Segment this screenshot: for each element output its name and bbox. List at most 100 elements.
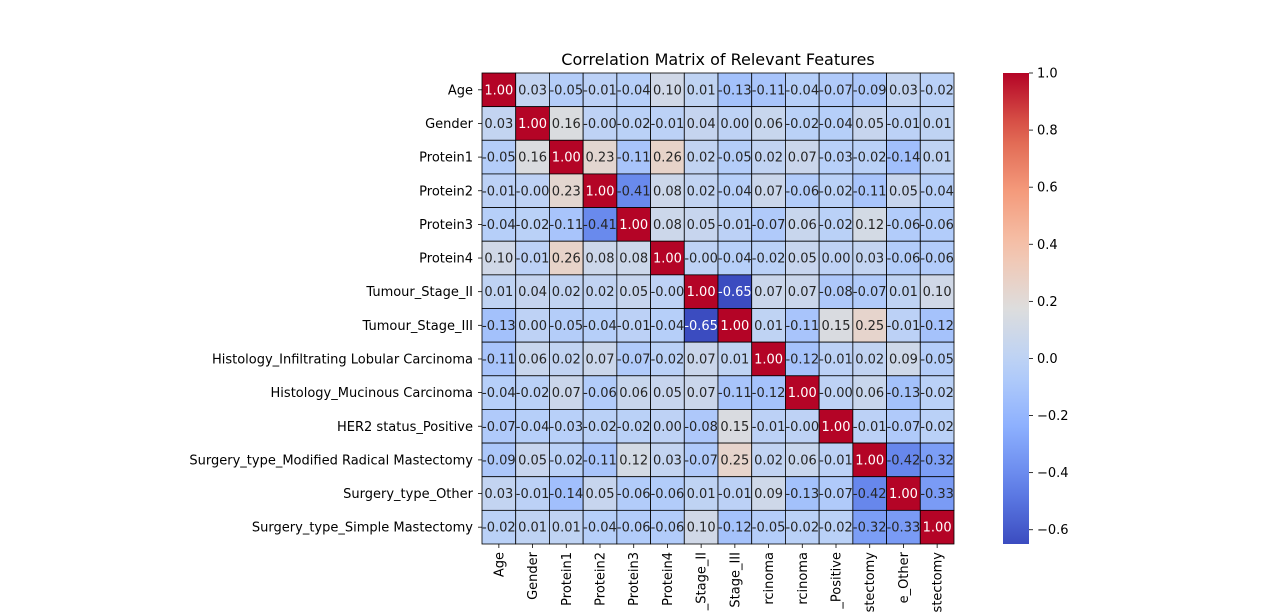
cell-value-label: 0.02 (552, 285, 581, 300)
cell-value-label: 1.00 (855, 453, 884, 468)
cell-value-label: -0.00 (819, 386, 853, 401)
heatmap-cell (549, 274, 584, 309)
column-label: Protein3 (627, 552, 642, 606)
cell-value-label: -0.01 (583, 83, 617, 98)
column-label: Protein2 (594, 552, 609, 606)
heatmap-cell (650, 72, 685, 108)
cell-value-label: -0.02 (785, 117, 819, 132)
heatmap-cell (582, 240, 618, 276)
heatmap-cell (852, 139, 887, 175)
heatmap-cell (616, 308, 651, 343)
cell-value-label: -0.07 (819, 487, 853, 502)
cell-value-label: -0.06 (583, 386, 617, 401)
heatmap-cell (683, 409, 719, 444)
cell-value-label: -0.05 (549, 83, 583, 98)
cell-value-label: -0.04 (482, 386, 516, 401)
cell-value-label: 0.12 (619, 453, 648, 468)
row-label: Protein1 (419, 151, 473, 166)
cell-value-label: -0.01 (516, 487, 550, 502)
cell-value-label: -0.01 (718, 218, 752, 233)
cell-value-label: 0.15 (720, 420, 749, 435)
heatmap-cell (549, 139, 584, 175)
cell-value-label: 0.01 (923, 117, 952, 132)
heatmap-cell (481, 308, 517, 343)
heatmap-cell (785, 409, 820, 444)
cell-value-label: -0.02 (549, 453, 583, 468)
cell-value-label: 0.07 (687, 386, 716, 401)
heatmap-cell (818, 240, 854, 276)
cell-value-label: -0.01 (853, 420, 887, 435)
heatmap-cell (919, 72, 955, 108)
cell-value-label: -0.09 (853, 83, 887, 98)
heatmap-cell (751, 509, 786, 545)
cell-value-label: 0.01 (552, 521, 581, 536)
heatmap-cell (616, 207, 651, 242)
cell-value-label: -0.11 (482, 352, 516, 367)
heatmap-cell (515, 72, 550, 108)
cell-value-label: -0.13 (887, 386, 921, 401)
cell-value-label: 0.06 (788, 453, 817, 468)
heatmap-cell (515, 240, 550, 276)
cell-value-label: -0.12 (785, 352, 819, 367)
cell-value-label: -0.12 (718, 521, 752, 536)
heatmap-cell (481, 139, 517, 175)
heatmap-cell (886, 173, 921, 208)
colorbar-ticks: 1.0 0.8 0.6 0.4 0.2 0.0 −0.2 −0.4 −0.6 (1029, 67, 1069, 538)
heatmap-cell (919, 173, 955, 208)
heatmap-cell (886, 207, 921, 242)
cell-value-label: -0.33 (887, 521, 921, 536)
heatmap-cell (919, 308, 955, 343)
column-labels: Age Gender Protein1 Protein2 Protein3 Protein… (492, 544, 946, 612)
heatmap-cell (616, 509, 651, 545)
cell-value-label: -0.02 (516, 386, 550, 401)
row-label: Histology_Infiltrating Lobular Carcinoma (212, 352, 473, 367)
cell-value-label: 1.00 (788, 386, 817, 401)
heatmap-cell (683, 341, 719, 377)
cell-value-label: 0.00 (653, 420, 682, 435)
heatmap-cell (852, 409, 887, 444)
heatmap-cell (717, 72, 753, 108)
chart-title: Correlation Matrix of Relevant Features (561, 50, 874, 69)
cell-value-label: -0.04 (617, 83, 651, 98)
heatmap-cell (616, 274, 651, 309)
cell-value-label: 1.00 (754, 352, 783, 367)
cell-value-label: 0.02 (754, 151, 783, 166)
heatmap-cell (717, 442, 753, 478)
heatmap-cell (683, 274, 719, 309)
column-label: _Stage_II (695, 552, 710, 611)
cell-value-label: 1.00 (923, 521, 952, 536)
heatmap-cell (515, 375, 550, 410)
cell-value-label: 0.16 (518, 151, 547, 166)
heatmap-cell (919, 509, 955, 545)
cell-value-label: 0.05 (855, 117, 884, 132)
heatmap-cell (549, 409, 584, 444)
heatmap-cell (481, 173, 517, 208)
cell-value-label: 1.00 (484, 83, 513, 98)
row-labels: Age Gender Protein1 Protein2 Protein3 Protein… (189, 83, 482, 536)
heatmap-cell (785, 476, 820, 511)
cell-value-label: -0.02 (920, 420, 954, 435)
cell-value-label: -0.01 (482, 184, 516, 199)
cell-value-label: 0.05 (619, 285, 648, 300)
heatmap-cell (919, 409, 955, 444)
cell-value-label: -0.00 (651, 285, 685, 300)
cell-value-label: -0.07 (752, 218, 786, 233)
cell-value-label: -0.06 (617, 487, 651, 502)
heatmap-cell (582, 106, 618, 141)
cell-value-label: -0.65 (718, 285, 752, 300)
heatmap-cell (886, 476, 921, 511)
cell-value-label: -0.04 (920, 184, 954, 199)
heatmap-cell (515, 409, 550, 444)
cell-value-label: -0.06 (920, 218, 954, 233)
heatmap-cell (852, 509, 887, 545)
cell-value-label: -0.02 (920, 83, 954, 98)
column-label: e_Other (897, 551, 912, 603)
cell-value-label: -0.11 (853, 184, 887, 199)
heatmap-cell (919, 274, 955, 309)
cell-value-label: -0.07 (482, 420, 516, 435)
cell-value-label: -0.06 (651, 521, 685, 536)
cell-value-label: 0.02 (855, 352, 884, 367)
row-label: HER2 status_Positive (337, 420, 473, 435)
heatmap-cell (481, 442, 517, 478)
